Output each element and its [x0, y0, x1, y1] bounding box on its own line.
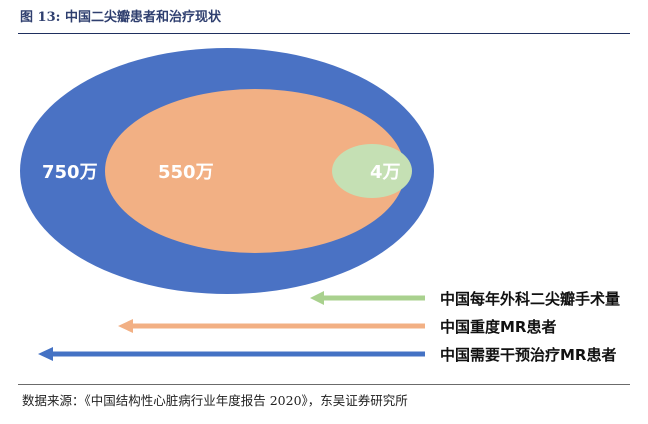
- inner-value-label: 4万: [370, 162, 401, 183]
- surgery-volume-label: 中国每年外科二尖瓣手术量: [440, 290, 620, 308]
- source-divider: [18, 384, 630, 385]
- severe-mr-label: 中国重度MR患者: [440, 318, 556, 336]
- intervention-mr-arrowhead: [38, 347, 53, 361]
- surgery-volume-arrowhead: [310, 291, 324, 305]
- severe-mr-arrowhead: [118, 319, 133, 333]
- outer-value-label: 750万: [42, 162, 98, 183]
- source-note: 数据来源：《中国结构性心脏病行业年度报告 2020》，东吴证券研究所: [22, 393, 408, 408]
- middle-value-label: 550万: [158, 162, 214, 183]
- title-divider: [18, 33, 630, 34]
- middle-ellipse: [105, 89, 405, 253]
- figure-title: 图 13: 中国二尖瓣患者和治疗现状: [20, 10, 221, 25]
- intervention-mr-label: 中国需要干预治疗MR患者: [440, 346, 616, 364]
- inner-ellipse: [332, 144, 412, 198]
